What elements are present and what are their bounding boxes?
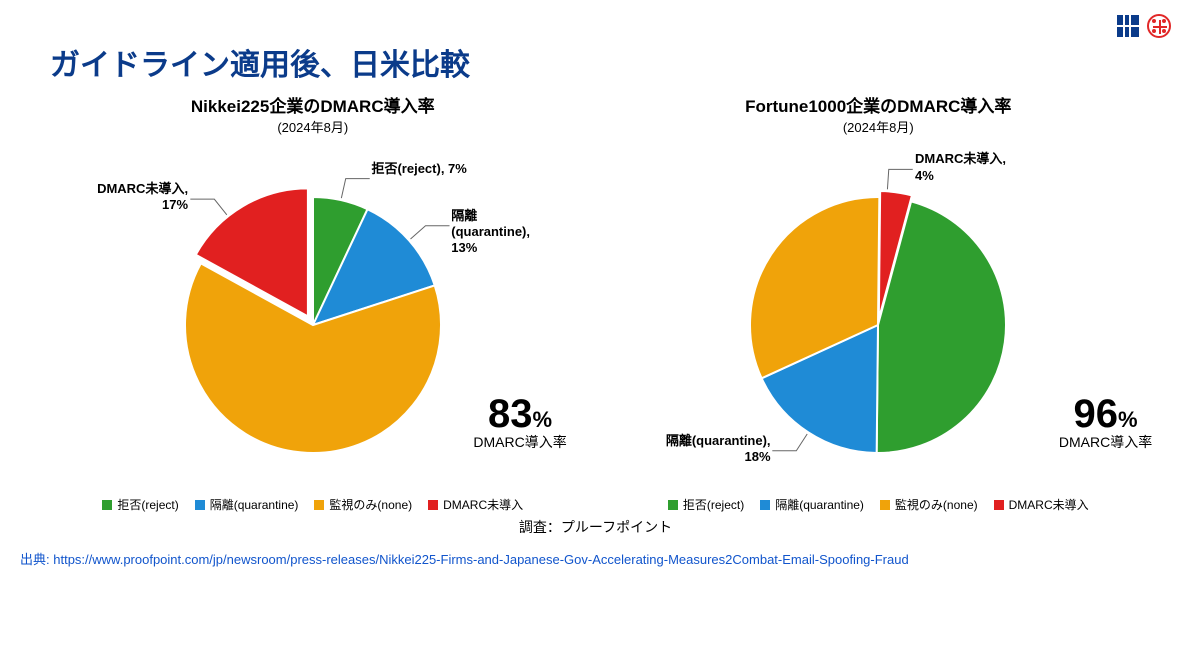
legend-item-not_adopted: DMARC未導入 [994,496,1089,513]
legend-item-none: 監視のみ(none) [314,496,412,513]
adoption-rate: 96% DMARC導入率 [1059,393,1152,452]
chart-subtitle: (2024年8月) [608,117,1148,136]
pie-chart-fortune1000: 拒否 (reject), 46%隔離(quarantine), 18%監視のみ … [608,140,1148,490]
survey-source: 調査：プルーフポイント [0,517,1191,537]
legend-item-quarantine: 隔離(quarantine) [760,496,864,513]
citation-prefix: 出典: [20,552,53,567]
legend-swatch-reject [102,500,112,510]
square-logo-icon [1117,15,1139,37]
citation-line: 出典: https://www.proofpoint.com/jp/newsro… [0,537,1191,568]
legend-label-none: 監視のみ(none) [895,496,978,513]
adoption-rate-value: 96 [1074,392,1119,436]
leader-line-not_adopted [190,199,226,215]
legend-label-none: 監視のみ(none) [329,496,412,513]
legend-label-reject: 拒否(reject) [117,496,178,513]
legend-item-not_adopted: DMARC未導入 [428,496,523,513]
legend-swatch-none [880,500,890,510]
legend-item-reject: 拒否(reject) [668,496,744,513]
citation-url: https://www.proofpoint.com/jp/newsroom/p… [53,552,908,567]
adoption-rate: 83% DMARC導入率 [473,393,566,452]
adoption-rate-value: 83 [488,392,533,436]
adoption-rate-suffix: % [1118,407,1138,432]
leader-line-reject [341,179,369,199]
legend-nikkei225: 拒否(reject) 隔離(quarantine) 監視のみ(none) DMARC未… [43,496,583,513]
adoption-rate-label: DMARC導入率 [1059,434,1152,450]
pie-chart-nikkei225: 拒否(reject), 7%隔離 (quarantine), 13%監視のみ (… [43,140,583,490]
legend-swatch-not_adopted [994,500,1004,510]
leader-line-quarantine [773,434,808,451]
chart-subtitle: (2024年8月) [43,117,583,136]
adoption-rate-suffix: % [533,407,553,432]
legend-fortune1000: 拒否(reject) 隔離(quarantine) 監視のみ(none) DMARC未… [608,496,1148,513]
legend-item-reject: 拒否(reject) [102,496,178,513]
charts-row: Nikkei225企業のDMARC導入率 (2024年8月) 拒否(reject… [0,92,1191,513]
legend-label-not_adopted: DMARC未導入 [1009,496,1089,513]
adoption-rate-label: DMARC導入率 [473,434,566,450]
chart-title: Fortune1000企業のDMARC導入率 [608,92,1148,117]
legend-swatch-quarantine [195,500,205,510]
leader-line-quarantine [410,226,449,239]
chart-nikkei225: Nikkei225企業のDMARC導入率 (2024年8月) 拒否(reject… [43,92,583,513]
legend-label-quarantine: 隔離(quarantine) [210,496,299,513]
legend-label-quarantine: 隔離(quarantine) [775,496,864,513]
brand-logos [1117,14,1171,38]
circle-logo-icon [1147,14,1171,38]
legend-item-quarantine: 隔離(quarantine) [195,496,299,513]
chart-title: Nikkei225企業のDMARC導入率 [43,92,583,117]
legend-item-none: 監視のみ(none) [880,496,978,513]
leader-line-not_adopted [888,169,913,189]
page-title: ガイドライン適用後、日米比較 [0,0,1191,84]
chart-fortune1000: Fortune1000企業のDMARC導入率 (2024年8月) 拒否 (rej… [608,92,1148,513]
legend-swatch-not_adopted [428,500,438,510]
legend-swatch-quarantine [760,500,770,510]
legend-swatch-none [314,500,324,510]
legend-label-not_adopted: DMARC未導入 [443,496,523,513]
legend-swatch-reject [668,500,678,510]
legend-label-reject: 拒否(reject) [683,496,744,513]
